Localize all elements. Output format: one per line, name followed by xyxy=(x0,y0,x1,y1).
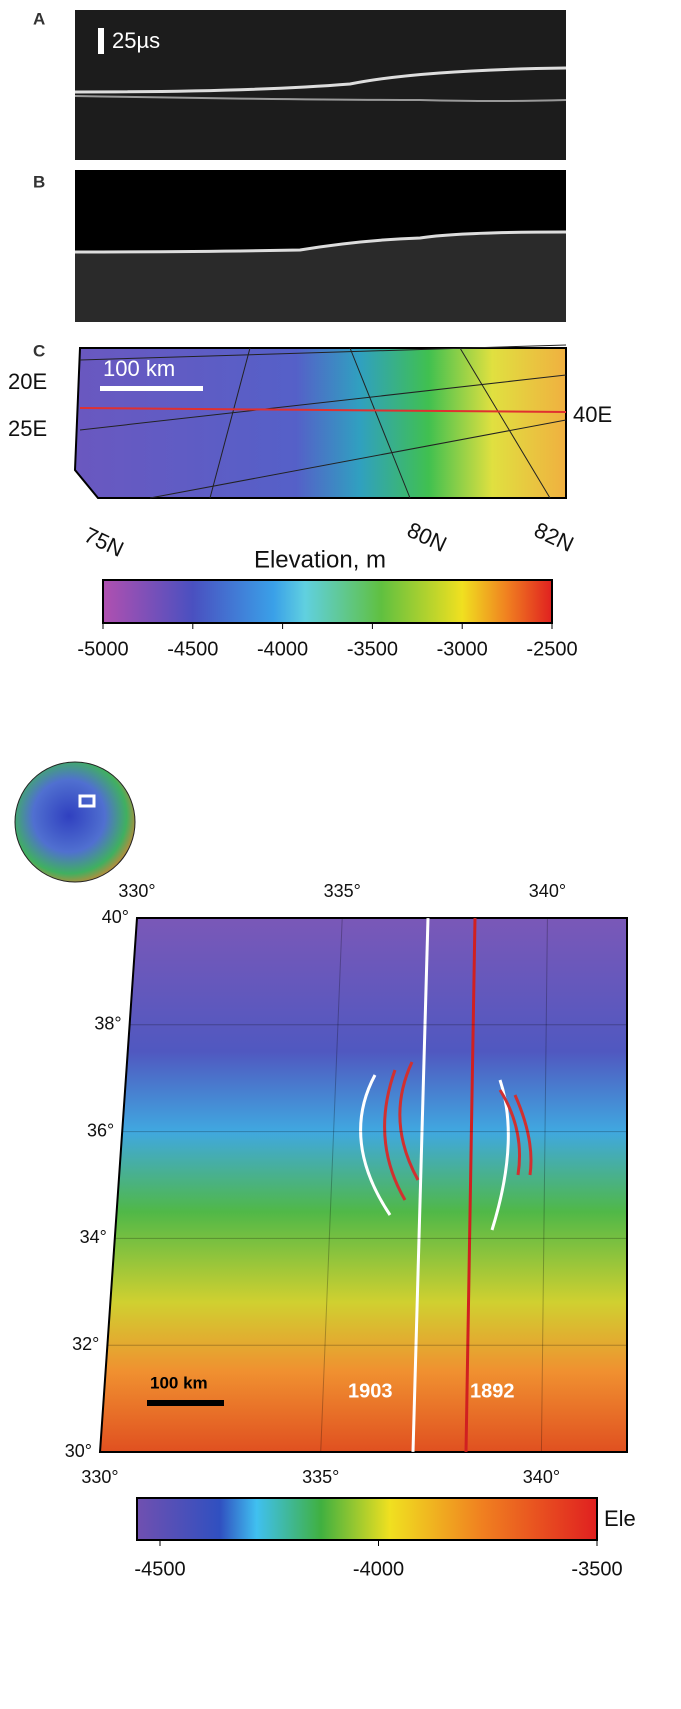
scale-bar xyxy=(98,28,104,54)
x-tick-label: 335° xyxy=(302,1467,339,1487)
grid-line xyxy=(99,917,138,1453)
colorbar-tick-label: -3000 xyxy=(437,638,488,660)
track xyxy=(411,917,430,1453)
y-tick-label: 32° xyxy=(72,1334,99,1354)
colorbar xyxy=(102,579,553,624)
colorbar-tick-label: -4500 xyxy=(134,1558,185,1580)
x-tick-label: 335° xyxy=(324,881,361,901)
lon-label: 25E xyxy=(8,416,47,441)
blank-region xyxy=(75,170,566,252)
colorbar-title: Elevation, m xyxy=(254,546,386,573)
scale-bar xyxy=(100,386,203,391)
track-label: 1903 xyxy=(348,1380,393,1402)
panel-letter: A xyxy=(33,9,45,28)
scale-label: 25µs xyxy=(112,28,160,53)
lat-label: 80N xyxy=(403,517,450,557)
colorbar-tick-label: -4500 xyxy=(167,638,218,660)
x-tick-label: 330° xyxy=(118,881,155,901)
y-tick-label: 38° xyxy=(94,1014,121,1034)
track xyxy=(79,407,567,413)
globe xyxy=(14,761,136,883)
topo-map xyxy=(98,917,628,1453)
surface-echo xyxy=(74,66,567,94)
lon-label: 20E xyxy=(8,369,47,394)
y-tick-label: 36° xyxy=(87,1120,114,1140)
y-tick-label: 30° xyxy=(65,1441,92,1461)
colorbar-tick-label: -2500 xyxy=(526,638,577,660)
x-tick-label: 340° xyxy=(523,1467,560,1487)
y-tick-label: 40° xyxy=(102,907,129,927)
colorbar-tick-label: -5000 xyxy=(77,638,128,660)
surface-echo xyxy=(74,230,567,254)
colorbar-tick-label: -4000 xyxy=(257,638,308,660)
colorbar xyxy=(136,1497,598,1541)
scale-label: 100 km xyxy=(150,1373,208,1392)
colorbar-tick-label: -3500 xyxy=(347,638,398,660)
graticule xyxy=(79,344,567,499)
subsurface-echo xyxy=(74,95,567,102)
y-tick-label: 34° xyxy=(80,1227,107,1247)
grid-line xyxy=(540,917,548,1453)
colorbar-tick-label: -4000 xyxy=(353,1558,404,1580)
scale-bar xyxy=(147,1400,224,1406)
x-tick-label: 330° xyxy=(81,1467,118,1487)
colorbar-title: Ele xyxy=(604,1506,636,1531)
panel-letter: C xyxy=(33,341,45,360)
track-label: 1892 xyxy=(470,1380,515,1402)
locator xyxy=(78,794,96,808)
x-tick-label: 340° xyxy=(529,881,566,901)
lat-label: 75N xyxy=(80,522,127,562)
colorbar-tick-label: -3500 xyxy=(571,1558,622,1580)
lon-label: 40E xyxy=(573,402,612,427)
panel-letter: B xyxy=(33,172,45,191)
track xyxy=(464,917,477,1453)
channels xyxy=(359,1061,533,1231)
lat-label: 82N xyxy=(530,517,577,557)
scale-label: 100 km xyxy=(103,356,175,381)
grid-line xyxy=(320,917,343,1453)
